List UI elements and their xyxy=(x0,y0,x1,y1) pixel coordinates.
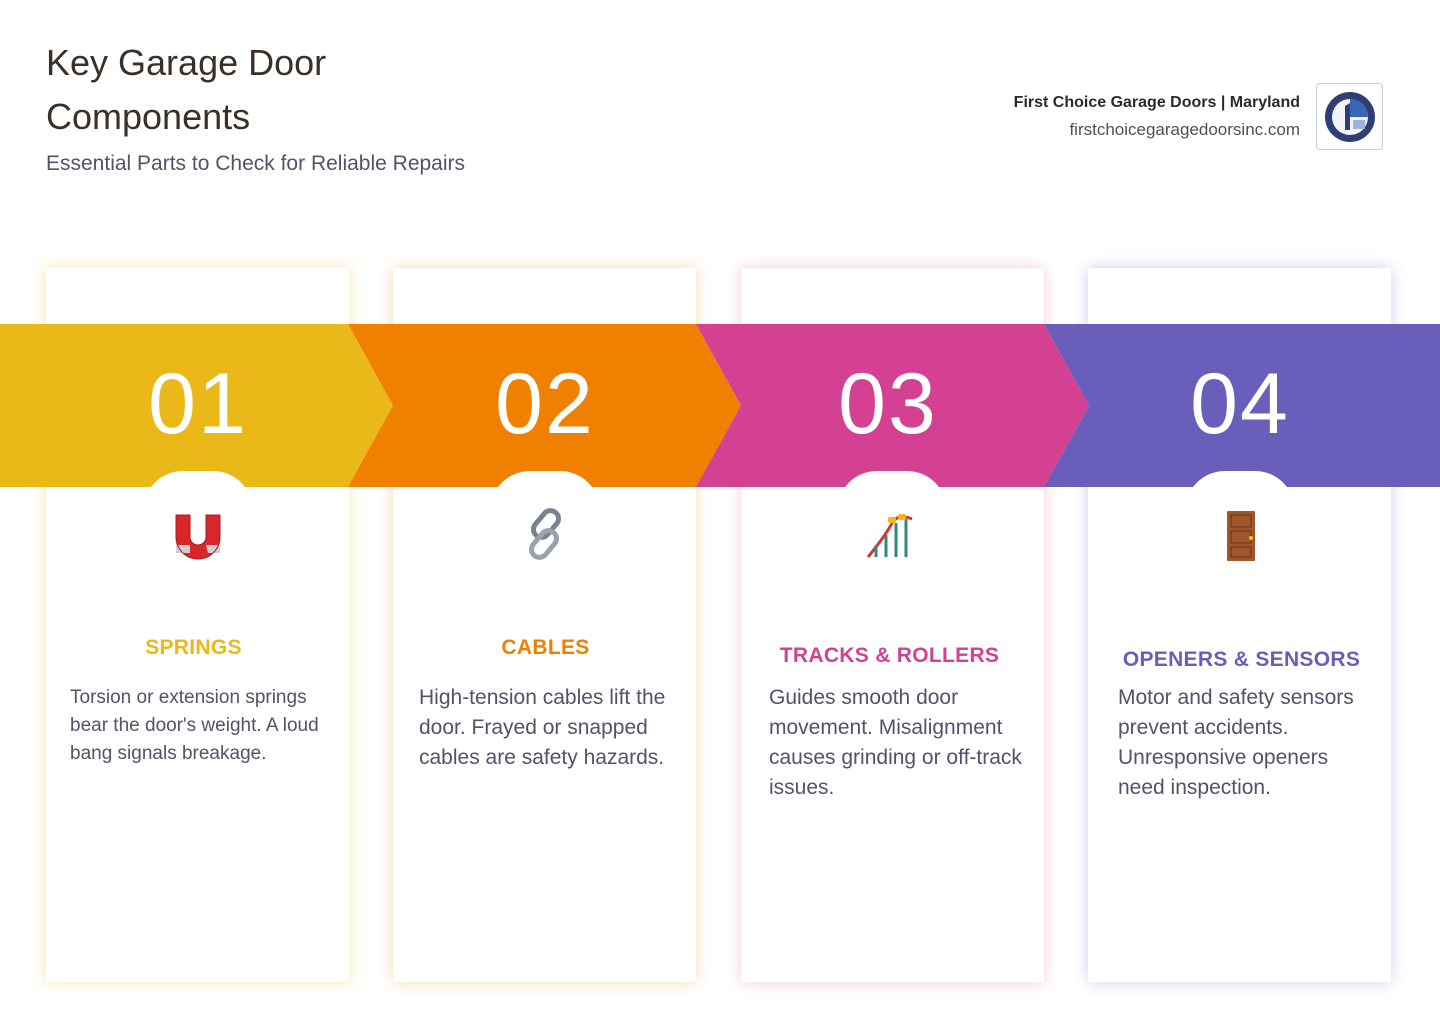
step-number-1: 01 xyxy=(148,356,248,452)
logo-emblem-icon xyxy=(1324,91,1375,142)
step-title-4: OPENERS & SENSORS xyxy=(1122,648,1361,671)
step-number-2: 02 xyxy=(495,356,595,452)
step-number-3: 03 xyxy=(838,356,938,452)
chain-link-icon xyxy=(529,508,561,560)
brand-name: First Choice Garage Doors | Maryland xyxy=(1013,94,1300,111)
icon-bump-4 xyxy=(1185,471,1295,511)
step-text-3: Guides smooth door movement. Misalignmen… xyxy=(769,686,1022,799)
magnet-icon xyxy=(175,514,221,560)
brand-url[interactable]: firstchoicegaragedoorsinc.com xyxy=(1069,120,1300,139)
chevron-step-3 xyxy=(696,324,1089,487)
step-number-4: 04 xyxy=(1190,356,1290,452)
brand-block: First Choice Garage Doors | Maryland fir… xyxy=(1014,90,1300,144)
step-title-2: CABLES xyxy=(501,636,590,659)
step-title-1: SPRINGS xyxy=(145,636,242,659)
door-icon xyxy=(1227,511,1255,561)
roller-coaster-icon xyxy=(866,514,913,558)
icon-bump-3 xyxy=(837,471,947,511)
chevron-step-2 xyxy=(348,324,741,487)
step-chevron-band xyxy=(0,324,1440,487)
step-title-3: TRACKS & ROLLERS xyxy=(779,644,1000,667)
page-title: Key Garage Door Components xyxy=(46,42,327,137)
icon-bump-2 xyxy=(490,471,600,511)
step-text-4: Motor and safety sensors prevent acciden… xyxy=(1118,686,1354,799)
brand-logo xyxy=(1316,83,1383,150)
step-text-1: Torsion or extension springs bear the do… xyxy=(70,687,319,764)
icon-bump-1 xyxy=(143,471,253,511)
page-subtitle: Essential Parts to Check for Reliable Re… xyxy=(46,152,466,175)
step-text-2: High-tension cables lift the door. Fraye… xyxy=(419,686,666,769)
chevron-step-1 xyxy=(0,324,393,487)
chevron-step-4 xyxy=(1044,324,1440,487)
